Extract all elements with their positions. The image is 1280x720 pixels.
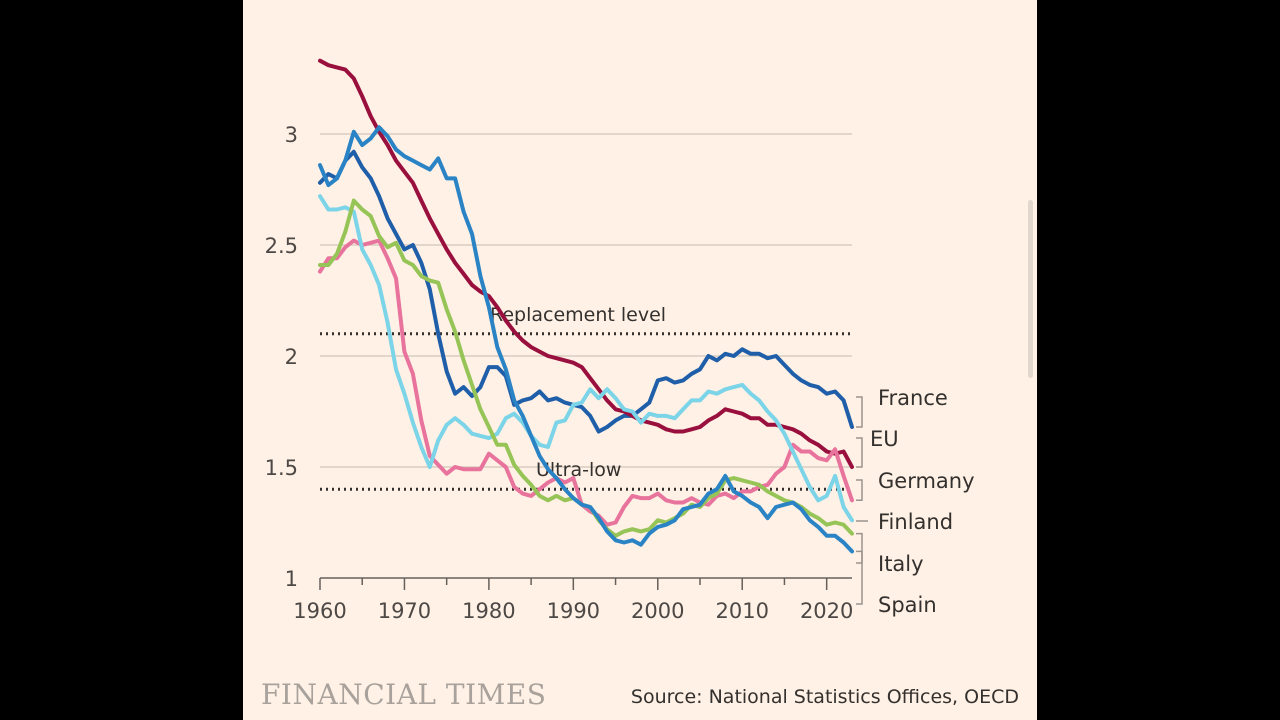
x-tick-label: 1980 — [462, 599, 515, 623]
source-note: Source: National Statistics Offices, OEC… — [630, 686, 1019, 708]
legend: France EU Germany Finland Italy Spain — [856, 386, 975, 617]
series-line-spain — [318, 125, 854, 554]
chart-card: 1 1.5 2 2.5 3 Replacement level Ultra-low 196… — [243, 0, 1037, 720]
legend-connector — [856, 550, 863, 605]
x-tick-label: 2010 — [715, 599, 768, 623]
legend-connector — [856, 396, 863, 428]
y-tick-label: 1 — [285, 567, 298, 591]
reference-line-label: Ultra-low — [536, 459, 621, 481]
y-tick-label: 2 — [285, 345, 298, 369]
legend-label-finland: Finland — [878, 510, 953, 534]
x-tick-label: 1990 — [547, 599, 600, 623]
y-tick-label: 2.5 — [265, 234, 298, 258]
scrollbar[interactable] — [1028, 200, 1033, 378]
series-lines — [318, 58, 854, 554]
legend-connector — [856, 479, 863, 502]
series-line-france — [318, 149, 854, 434]
fertility-rate-chart: 1 1.5 2 2.5 3 Replacement level Ultra-low 196… — [265, 58, 975, 623]
ft-logo: FINANCIAL TIMES — [261, 678, 547, 711]
y-tick-label: 1.5 — [265, 456, 298, 480]
series-line-italy — [318, 198, 854, 538]
x-tick-label: 1970 — [378, 599, 431, 623]
x-axis: 1960 1970 1980 1990 2000 2010 2020 — [293, 577, 853, 623]
reference-lines: Replacement level Ultra-low — [320, 304, 852, 491]
y-tick-label: 3 — [285, 123, 298, 147]
gridlines: 1 1.5 2 2.5 3 — [265, 123, 852, 591]
legend-label-france: France — [878, 386, 948, 410]
series-line-finland — [318, 194, 854, 523]
legend-label-germany: Germany — [878, 469, 975, 493]
legend-label-italy: Italy — [878, 552, 924, 576]
x-tick-label: 2020 — [800, 599, 853, 623]
legend-connector — [856, 437, 863, 468]
legend-connector — [856, 532, 863, 564]
x-tick-label: 1960 — [293, 599, 346, 623]
reference-line-label: Replacement level — [490, 304, 666, 326]
legend-label-eu: EU — [870, 427, 899, 451]
legend-label-spain: Spain — [878, 593, 937, 617]
series-line-eu — [318, 58, 854, 469]
x-tick-label: 2000 — [631, 599, 684, 623]
